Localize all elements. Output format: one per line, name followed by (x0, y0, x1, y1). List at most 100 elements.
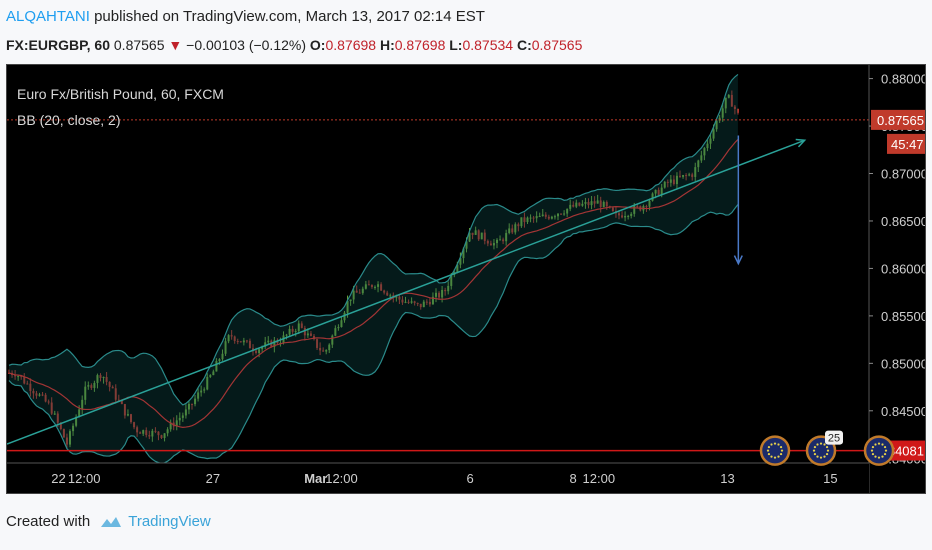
event-icon-star (770, 455, 773, 458)
event-icon-star (881, 455, 884, 458)
candle-body (398, 296, 401, 300)
candle-body (151, 430, 154, 437)
candle-body (358, 292, 361, 294)
event-icon-star (767, 452, 771, 456)
event-icon-star (825, 445, 829, 449)
candle-body (377, 284, 380, 287)
candle-body (178, 417, 181, 421)
tradingview-link[interactable]: TradingView (128, 513, 211, 530)
time-axis-label: 8 (569, 471, 576, 486)
candle-body (492, 243, 495, 246)
candle-body (456, 264, 459, 272)
publish-header: ALQAHTANI published on TradingView.com, … (6, 8, 485, 25)
candle-body (69, 431, 71, 445)
candle-body (416, 302, 419, 304)
candle-body (331, 335, 334, 345)
candle-body (596, 200, 599, 204)
candle-body (26, 383, 29, 385)
candle-body (245, 340, 248, 342)
candle-body (624, 215, 627, 218)
candle-body (20, 376, 23, 378)
candle-body (666, 181, 669, 183)
candle-body (679, 175, 681, 177)
event-icon-star (819, 442, 823, 445)
candle-body (264, 342, 267, 347)
event-icon-star (816, 455, 819, 458)
price-chart[interactable]: Euro Fx/British Pound, 60, FXCM BB (20, … (7, 65, 925, 493)
indicator-legend[interactable]: BB (20, close, 2) (17, 112, 121, 128)
candle-body (700, 155, 703, 161)
candle-body (514, 224, 517, 233)
candle-body (483, 232, 486, 241)
candle-body (72, 425, 75, 432)
candle-body (252, 348, 254, 351)
candle-body (157, 431, 160, 436)
candle-body (325, 350, 328, 352)
high-label: H: (379, 37, 395, 53)
event-icon-star (883, 452, 887, 456)
candle-body (334, 328, 337, 336)
candle-body (675, 175, 678, 185)
candle-body (496, 239, 498, 244)
event-icon-star (883, 445, 887, 449)
candle-body (499, 239, 502, 241)
candle-body (346, 301, 349, 313)
candle-body (105, 376, 108, 382)
candle-body (166, 429, 169, 434)
candle-body (340, 320, 343, 328)
low-value: 0.87534 (462, 37, 514, 53)
candle-body (535, 216, 538, 219)
candle-body (285, 334, 288, 336)
event-icon-star (870, 449, 874, 452)
candle-body (383, 290, 386, 293)
candle-body (44, 394, 47, 402)
candle-body (685, 175, 688, 177)
candle-body (349, 299, 352, 302)
price-tick-label: 0.88000 (881, 72, 925, 87)
event-icon-star (773, 456, 777, 459)
candle-body (633, 206, 636, 214)
event-icon-star (779, 452, 783, 456)
candle-body (660, 187, 663, 195)
time-axis-label: 13 (720, 471, 734, 486)
candle-body (544, 214, 547, 217)
candle-body (303, 327, 306, 336)
countdown-tag-label: 45:47 (891, 137, 924, 152)
candle-body (35, 393, 38, 396)
last-price: 0.87565 (113, 37, 165, 53)
chart-container[interactable]: Euro Fx/British Pound, 60, FXCM BB (20, … (6, 64, 926, 494)
author-link[interactable]: ALQAHTANI (6, 8, 90, 25)
time-axis-label: 12:00 (583, 471, 616, 486)
candle-body (703, 148, 706, 156)
candle-body (422, 301, 425, 308)
events-layer: 25 (759, 430, 895, 466)
candle-body (93, 382, 96, 388)
candle-body (419, 303, 422, 308)
candle-body (322, 350, 325, 352)
candle-body (489, 243, 492, 246)
bb-fill (9, 74, 738, 464)
candle-body (364, 284, 367, 289)
price-scale[interactable]: 0.880000.875000.870000.865000.860000.855… (868, 65, 925, 493)
candle-body (230, 335, 233, 337)
candle-body (428, 301, 431, 305)
bb-lower-band (8, 204, 739, 465)
candle-body (447, 285, 450, 292)
candle-body (175, 420, 178, 427)
candle-body (435, 292, 437, 297)
candle-body (407, 301, 410, 303)
candle-body (169, 422, 172, 430)
footer: Created with TradingView (6, 513, 211, 530)
candle-body (352, 290, 355, 300)
candle-body (313, 335, 315, 340)
candle-body (724, 97, 727, 109)
event-icon-star (874, 455, 877, 458)
event-icon-star (823, 455, 826, 458)
candle-body (41, 394, 44, 396)
candle-body (316, 339, 319, 348)
candle-body (605, 201, 608, 207)
candle-body (218, 359, 221, 362)
candle-body (212, 371, 215, 376)
candle-body (194, 398, 197, 405)
